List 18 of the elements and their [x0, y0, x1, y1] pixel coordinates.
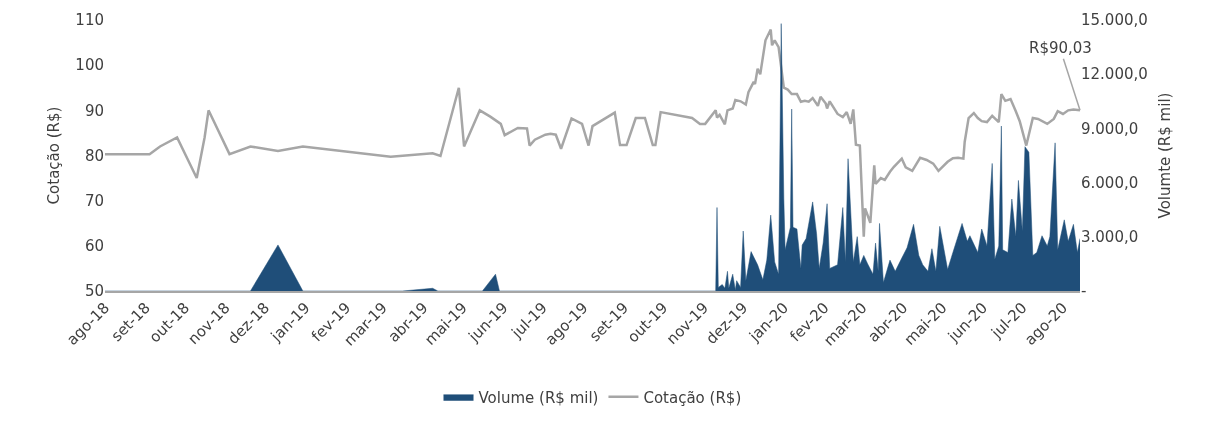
legend-label: Volume (R$ mil) — [478, 388, 599, 407]
y2-tick-label: 3.000,0 — [1081, 228, 1139, 247]
y-tick-label: 80 — [84, 146, 104, 165]
annotation: R$90,03 — [1029, 39, 1092, 57]
y-tick-label: 60 — [84, 237, 104, 256]
y-axis-title: Cotação (R$) — [44, 106, 63, 205]
legend-label: Cotação (R$) — [643, 388, 742, 407]
y2-tick-label: 15.000,0 — [1081, 11, 1148, 30]
y-tick-label: 70 — [84, 191, 104, 210]
y-tick-label: 90 — [84, 101, 104, 120]
y-tick-label: 100 — [75, 56, 104, 75]
y2-tick-label: 12.000,0 — [1081, 65, 1148, 84]
y-tick-label: 110 — [75, 11, 104, 30]
y2-tick-label: 9.000,0 — [1081, 119, 1139, 138]
y-tick-label: 50 — [84, 282, 104, 301]
y2-tick-label: 6.000,0 — [1081, 173, 1139, 192]
y2-tick-label: - — [1081, 282, 1087, 301]
y2-axis-title: Volumte (R$ mil) — [1155, 92, 1174, 219]
